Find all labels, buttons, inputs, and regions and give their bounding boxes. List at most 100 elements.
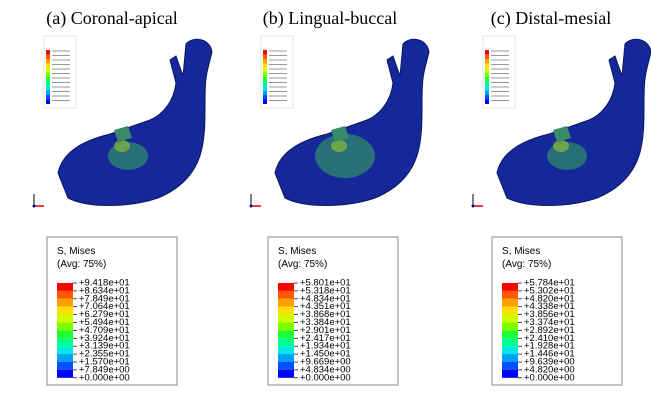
legend-label: +5.801e+01 [300,278,351,289]
legend-label: +5.784e+01 [524,278,575,289]
implant [553,126,571,142]
legend-swatch [57,330,73,339]
legend-swatch [502,298,518,307]
mini-swatch [485,95,489,100]
mini-swatch [46,59,50,64]
mini-swatch [46,81,50,86]
legend-swatch [278,346,294,355]
axis-z [32,204,36,208]
legend-swatch [57,346,73,355]
legend-label: +3.139e+01 [79,341,130,352]
legend-label: +6.279e+01 [79,309,130,320]
mandible [496,38,651,206]
mini-swatch [485,59,489,64]
mini-swatch [263,77,267,82]
legend-swatch [57,322,73,331]
fea-image [249,35,430,208]
legend-swatch [502,354,518,362]
legend-label: +2.410e+01 [524,333,575,344]
legend-label: +3.856e+01 [524,309,575,320]
legend-swatch [57,290,73,299]
legend-swatch [502,369,518,378]
mini-swatch [46,72,50,77]
legend-swatch [278,298,294,307]
legend-label: +4.338e+01 [524,301,575,312]
legend-label: +4.709e+01 [79,325,130,336]
legend-label: +4.834e+01 [300,293,351,304]
mini-swatch [46,68,50,73]
implant [114,126,132,142]
legend-label: +8.634e+01 [79,285,130,296]
legend-label: +9.418e+01 [79,278,130,289]
legend-label: +0.000e+00 [524,372,575,383]
legend-swatch [502,346,518,355]
implant [331,126,349,142]
mini-swatch [485,81,489,86]
panel-title: (a) Coronal-apical [46,8,177,29]
legend-swatch [278,362,294,370]
legend-swatch [502,290,518,299]
legend: S, Mises(Avg: 75%)+5.801e+01+5.318e+01+4… [267,236,399,386]
mini-swatch [485,63,489,68]
legend-subtitle: (Avg: 75%) [57,259,106,270]
legend-swatch [57,354,73,362]
stress-zone [315,134,375,178]
legend-label: +9.669e+00 [300,357,351,368]
legend-swatch [502,306,518,315]
legend-title: S, Mises [502,246,540,257]
mini-swatch [263,72,267,77]
mini-swatch [485,99,489,104]
legend-swatch [502,314,518,323]
mini-swatch [46,99,50,104]
legend-label: +2.901e+01 [300,325,351,336]
legend-swatch [502,362,518,370]
legend-label: +4.834e+00 [300,364,351,375]
mini-swatch [263,86,267,91]
legend-swatch [278,354,294,362]
mini-swatch [46,77,50,82]
mini-swatch [46,90,50,95]
mini-swatch [263,68,267,73]
legend-label: +7.849e+01 [79,293,130,304]
mini-swatch [485,90,489,95]
legend-label: +2.892e+01 [524,325,575,336]
legend-label: +4.820e+01 [524,293,575,304]
legend-swatch [57,283,73,291]
legend-label: +1.450e+01 [300,349,351,360]
mandible [274,38,430,206]
legend-swatch [57,314,73,323]
legend-swatch [57,306,73,315]
legend-swatch [57,338,73,347]
legend-swatch [57,362,73,370]
mini-swatch [263,81,267,86]
legend-swatch [278,306,294,315]
mandible [57,38,213,206]
legend-label: +4.820e+00 [524,364,575,375]
mini-swatch [485,50,489,55]
mini-swatch [46,95,50,100]
fea-image [471,35,651,208]
panel-title: (b) Lingual-buccal [263,8,397,29]
legend-swatch [502,283,518,291]
mini-swatch [263,59,267,64]
mini-swatch [263,90,267,95]
legend-swatch [502,322,518,331]
mini-swatch [485,68,489,73]
legend-label: +1.446e+01 [524,349,575,360]
legend-swatch [502,330,518,339]
mini-swatch [263,54,267,59]
legend-label: +3.868e+01 [300,309,351,320]
legend-label: +7.064e+01 [79,301,130,312]
legend-swatch [278,290,294,299]
legend-label: +3.374e+01 [524,317,575,328]
mini-swatch [485,86,489,91]
legend-label: +5.494e+01 [79,317,130,328]
legend: S, Mises(Avg: 75%)+5.784e+01+5.302e+01+4… [491,236,623,386]
legend-label: +5.302e+01 [524,285,575,296]
legend-label: +2.355e+01 [79,349,130,360]
mini-swatch [46,50,50,55]
mini-swatch [46,54,50,59]
mini-swatch [263,63,267,68]
legend-label: +0.000e+00 [300,372,351,383]
stress-core [553,140,569,152]
